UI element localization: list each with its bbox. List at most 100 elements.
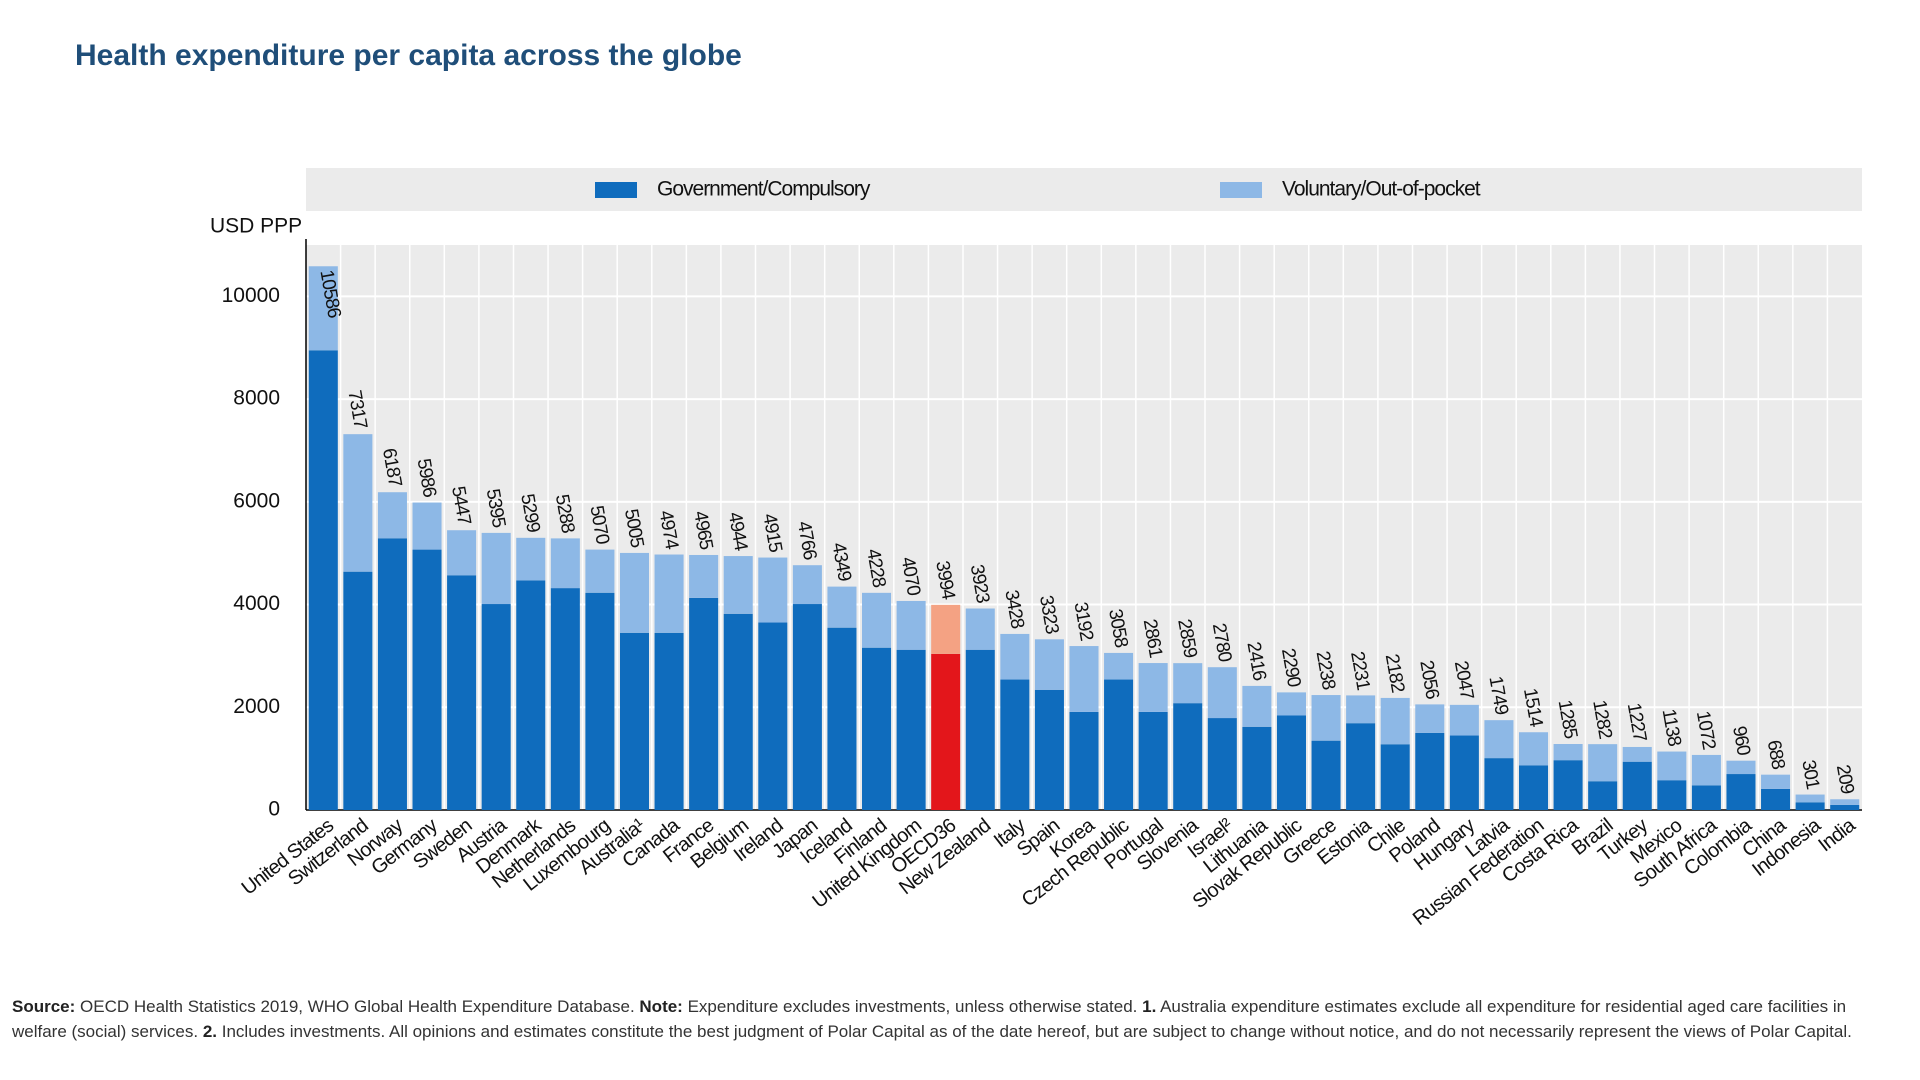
chart-title: Health expenditure per capita across the… <box>75 39 742 72</box>
bar-segment <box>654 554 684 633</box>
bar-segment <box>343 434 373 572</box>
bar-segment <box>862 592 892 648</box>
bar-segment <box>1276 715 1306 810</box>
footnote-part: OECD Health Statistics 2019, WHO Global … <box>75 997 640 1016</box>
bar-segment <box>1380 744 1410 810</box>
bar-segment <box>1242 685 1272 727</box>
bar-segment <box>827 627 857 810</box>
bar-segment <box>931 653 961 810</box>
bar-segment <box>1415 704 1445 733</box>
bar-segment <box>689 597 719 810</box>
legend-swatch <box>1220 182 1262 198</box>
bar-segment <box>1449 704 1479 736</box>
bar-segment <box>1346 695 1376 724</box>
bar-segment <box>1173 663 1203 704</box>
bar-segment <box>619 552 650 633</box>
bar-segment <box>1622 746 1652 762</box>
bar-segment <box>1761 774 1791 789</box>
bar-segment <box>1034 639 1064 690</box>
data-label: 301 <box>1797 758 1823 790</box>
bar-segment <box>1795 802 1825 810</box>
chart: Health expenditure per capita across the… <box>75 39 1862 930</box>
bar-segment <box>1518 765 1549 810</box>
bar-segment <box>1657 780 1687 810</box>
footnote-part: 2. <box>202 1022 218 1041</box>
bar-segment <box>1795 794 1825 803</box>
bar-segment <box>1104 652 1134 680</box>
bar-segment <box>1346 723 1376 810</box>
bar-segment <box>481 604 511 810</box>
footnote-part: Source: <box>12 997 76 1016</box>
bar-segment <box>931 604 961 654</box>
bar-segment <box>1173 703 1203 810</box>
bar-segment <box>1415 732 1445 810</box>
bar-segment <box>862 647 892 810</box>
y-tick-label: 4000 <box>233 592 280 615</box>
bar-segment <box>1138 711 1168 810</box>
footnote-part: Expenditure excludes investments, unless… <box>682 997 1143 1016</box>
bar-segment <box>412 502 442 550</box>
bar-segment <box>1311 740 1341 810</box>
bar-segment <box>758 622 788 810</box>
bar-segment <box>1553 760 1583 810</box>
bar-segment <box>1691 754 1721 786</box>
bar-segment <box>965 649 995 810</box>
bar-segment <box>585 592 615 810</box>
bar-segment <box>308 266 338 351</box>
bar-segment <box>1588 744 1618 782</box>
bar-segment <box>1207 718 1237 810</box>
y-tick-label: 2000 <box>233 695 280 718</box>
bar-segment <box>585 549 615 593</box>
bar-segment <box>1484 758 1514 810</box>
bar-segment <box>1276 692 1306 716</box>
x-tick-label: India <box>1814 814 1860 857</box>
bar-segment <box>377 492 407 539</box>
bar-segment <box>1553 743 1583 761</box>
bar-segment <box>619 632 650 810</box>
bar-segment <box>1726 760 1756 775</box>
y-tick-label: 8000 <box>233 387 280 410</box>
bar-segment <box>447 575 477 810</box>
bar-segment <box>550 588 580 810</box>
data-label: 209 <box>1832 763 1858 795</box>
bar-segment <box>1830 799 1860 805</box>
legend-label: Voluntary/Out-of-pocket <box>1282 178 1481 201</box>
footnote-part: Note: <box>639 997 683 1016</box>
data-label: 688 <box>1763 738 1789 770</box>
bar-segment <box>1691 785 1721 810</box>
bar-segment <box>965 608 995 650</box>
bar-segment <box>377 538 407 810</box>
y-axis-label: USD PPP <box>210 215 302 238</box>
footnote: Source: OECD Health Statistics 2019, WHO… <box>12 994 1902 1044</box>
bar-segment <box>1726 774 1756 810</box>
bar-segment <box>654 632 684 810</box>
bar-segment <box>1311 695 1341 741</box>
y-tick-label: 6000 <box>233 489 280 512</box>
bar-segment <box>481 532 511 605</box>
legend-label: Government/Compulsory <box>657 178 871 201</box>
bar-segment <box>1034 689 1064 810</box>
bar-segment <box>896 649 926 810</box>
bar-segment <box>1380 697 1410 745</box>
bar-segment <box>1000 633 1030 680</box>
data-label: 960 <box>1728 725 1754 757</box>
bar-segment <box>1138 663 1168 712</box>
bar-segment <box>1484 720 1514 759</box>
footnote-part: 1. <box>1142 997 1157 1016</box>
bar-segment <box>689 554 719 598</box>
bar-segment <box>343 571 373 810</box>
bar-segment <box>1761 788 1791 810</box>
bar-segment <box>792 604 822 810</box>
bar-segment <box>792 565 822 605</box>
bar-segment <box>758 557 788 623</box>
bar-segment <box>1000 679 1030 810</box>
bar-segment <box>1069 711 1099 810</box>
footnote-part: Australia expenditure estimates exclude … <box>12 997 1847 1041</box>
bar-segment <box>516 580 546 810</box>
bar-segment <box>1622 761 1652 810</box>
bar-segment <box>412 549 442 810</box>
legend-band <box>306 168 1862 211</box>
bar-segment <box>723 613 753 810</box>
bar-segment <box>308 350 338 810</box>
